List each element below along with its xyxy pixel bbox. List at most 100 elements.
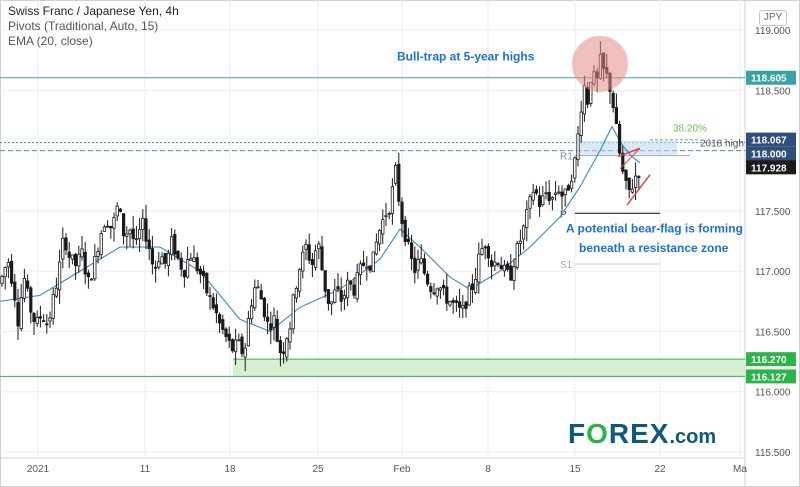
candle-body	[185, 259, 190, 278]
price-label-text: 116.270	[751, 355, 787, 366]
candle-body	[547, 191, 551, 202]
candle-body	[240, 336, 244, 355]
candle-body	[448, 301, 452, 306]
candle-body	[483, 246, 487, 249]
ema-line	[0, 125, 641, 333]
candle-body	[214, 304, 218, 314]
candle-body	[278, 340, 283, 354]
candle-body	[538, 195, 542, 208]
currency-badge[interactable]: JPY	[759, 10, 787, 26]
candle-body	[150, 248, 154, 265]
candle-body	[349, 280, 353, 285]
candle-body	[582, 85, 587, 115]
candle-body	[509, 265, 513, 281]
candle-body	[624, 169, 628, 181]
candle-body	[413, 257, 417, 273]
candle-body	[515, 243, 519, 268]
candle-body	[637, 176, 641, 178]
candle-body	[480, 248, 484, 255]
candle-body	[393, 165, 398, 184]
candle-body	[345, 279, 350, 299]
candle-body	[195, 257, 199, 272]
price-label-text: 118.000	[751, 150, 787, 161]
x-tick-label: 22	[654, 464, 666, 475]
candle-body	[6, 262, 10, 268]
y-tick-label: 116.500	[755, 327, 791, 338]
legend-title: Swiss Franc / Japanese Yen, 4h	[8, 4, 179, 18]
candle-body	[586, 87, 590, 105]
candle-body	[74, 253, 78, 267]
candle-body	[457, 301, 462, 308]
candle-body	[304, 244, 308, 250]
candle-body	[169, 236, 174, 256]
candle-body	[454, 300, 459, 303]
candle-body	[32, 312, 36, 322]
candle-body	[429, 286, 433, 293]
pivot-r1-label: R1	[560, 151, 573, 162]
high-2018-label: 2018 high	[700, 138, 744, 149]
candle-body	[355, 272, 359, 300]
candle-body	[118, 208, 122, 212]
candle-body	[269, 323, 273, 331]
candle-body	[384, 215, 388, 218]
candle-body	[125, 233, 129, 237]
x-tick-label: Ma	[733, 464, 747, 475]
candle-body	[147, 239, 151, 250]
candle-body	[406, 238, 411, 243]
y-tick-label: 117.500	[755, 207, 791, 218]
candle-body	[61, 237, 65, 260]
candle-body	[237, 339, 241, 342]
candle-body	[486, 245, 491, 259]
candle-body	[368, 265, 372, 271]
candle-body	[217, 314, 222, 324]
candle-body	[208, 295, 212, 297]
candle-body	[9, 260, 14, 284]
candle-body	[518, 240, 523, 244]
candle-body	[579, 111, 583, 136]
candle-body	[35, 317, 39, 324]
candle-body	[464, 301, 468, 309]
candle-body	[166, 252, 170, 267]
candle-body	[48, 317, 52, 322]
price-label-text: 118.605	[751, 74, 787, 85]
candle-body	[473, 278, 478, 293]
candle-body	[285, 338, 289, 358]
candle-body	[19, 297, 23, 330]
candle-body	[291, 294, 295, 330]
candle-body	[634, 175, 638, 188]
legend-ema: EMA (20, close)	[8, 34, 93, 48]
candle-body	[249, 305, 254, 320]
y-tick-label: 117.000	[755, 267, 791, 278]
candle-body	[374, 241, 379, 255]
flag-pole-line	[619, 147, 641, 170]
flag-bottom-line	[626, 174, 651, 206]
candle-body	[365, 266, 369, 269]
x-tick-label: 15	[569, 464, 581, 475]
price-label-bg	[746, 70, 796, 85]
legend-pivots: Pivots (Traditional, Auto, 15)	[8, 19, 159, 33]
x-tick-label: 18	[224, 464, 236, 475]
price-label-text: 118.067	[751, 136, 787, 147]
candle-body	[67, 251, 71, 258]
candle-body	[525, 209, 529, 228]
candle-body	[320, 246, 324, 271]
candle-body	[313, 250, 318, 268]
candle-body	[221, 319, 225, 330]
candle-body	[467, 285, 471, 306]
price-label-bg	[746, 369, 796, 384]
candle-body	[173, 233, 177, 255]
candle-body	[80, 248, 84, 258]
candle-body	[361, 262, 366, 266]
candle-body	[621, 152, 625, 172]
resistance-zone-box	[580, 140, 677, 155]
x-tick-label: 11	[140, 464, 151, 475]
candle-body	[445, 286, 449, 304]
price-label-bg	[746, 146, 796, 161]
candle-body	[192, 257, 196, 262]
candle-body	[422, 258, 427, 274]
bear-flag-annotation-line2: beneath a resistance zone	[579, 241, 729, 255]
candle-body	[288, 328, 292, 343]
candle-body	[342, 294, 347, 300]
candle-body	[64, 237, 68, 251]
